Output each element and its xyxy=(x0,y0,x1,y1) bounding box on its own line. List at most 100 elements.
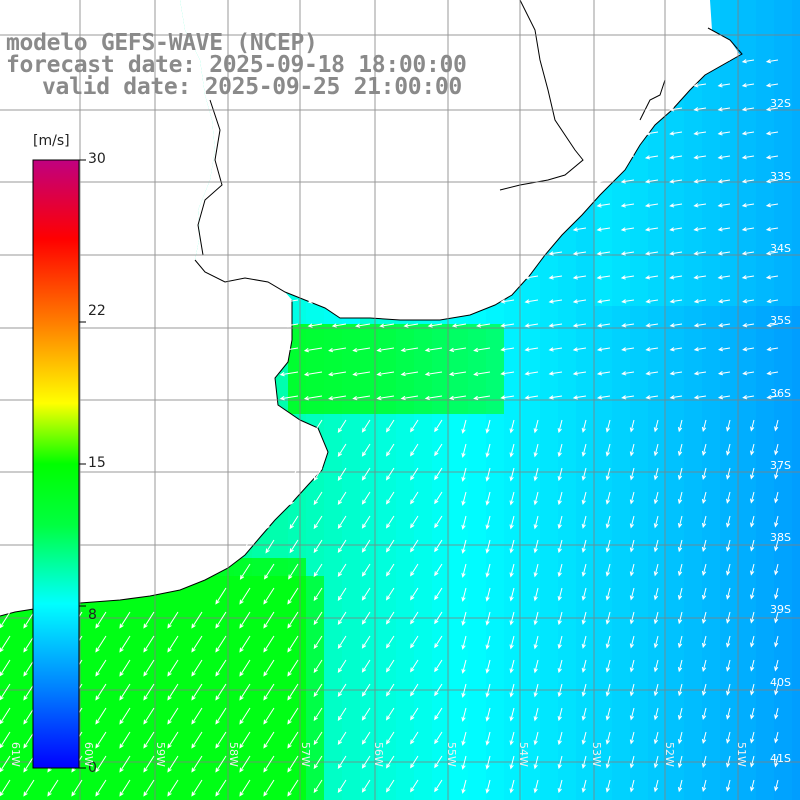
wind-arrow xyxy=(774,419,779,432)
wind-arrow xyxy=(717,251,731,256)
wind-arrow xyxy=(605,587,611,601)
wind-arrow xyxy=(750,659,755,672)
wind-arrow xyxy=(581,707,587,721)
wind-arrow xyxy=(629,539,635,553)
title-valid-date: valid date: 2025-09-25 21:00:00 xyxy=(42,74,462,100)
wind-arrow xyxy=(279,347,299,353)
wind-arrow xyxy=(596,323,611,328)
wind-arrow xyxy=(337,419,347,433)
wind-arrow xyxy=(645,347,659,352)
wind-arrow xyxy=(385,467,395,481)
wind-arrow xyxy=(303,395,323,401)
wind-arrow xyxy=(461,491,467,506)
wind-arrow xyxy=(23,779,35,797)
wind-arrow xyxy=(653,587,659,601)
wind-arrow xyxy=(533,755,539,770)
wind-arrow xyxy=(645,323,659,328)
wind-arrow xyxy=(533,443,539,458)
wind-arrow xyxy=(352,347,371,353)
wind-arrow xyxy=(485,659,491,674)
wind-arrow xyxy=(352,395,371,401)
wind-arrow xyxy=(557,635,563,650)
wind-arrow xyxy=(533,731,539,746)
wind-arrow xyxy=(95,635,107,653)
wind-arrow xyxy=(741,59,755,64)
wind-arrow xyxy=(215,659,227,677)
colorbar-tick-30: 30 xyxy=(88,151,106,167)
wind-arrow xyxy=(410,707,419,721)
wind-arrow xyxy=(410,779,419,793)
wind-arrow xyxy=(403,299,419,304)
wind-arrow xyxy=(693,203,707,208)
wind-arrow xyxy=(669,107,683,112)
wind-arrow xyxy=(742,370,755,376)
wind-arrow xyxy=(385,707,395,721)
wind-arrow xyxy=(653,443,659,457)
wind-arrow xyxy=(677,683,683,697)
wind-arrow xyxy=(677,467,683,481)
wind-arrow xyxy=(557,515,563,530)
lon-label: 55W xyxy=(445,742,458,767)
wind-arrow xyxy=(629,419,635,433)
wind-arrow xyxy=(717,322,731,328)
wind-arrow xyxy=(741,251,755,256)
wind-arrow xyxy=(717,59,731,64)
wind-arrow xyxy=(143,755,155,773)
wind-arrow xyxy=(701,659,707,673)
wind-arrow xyxy=(653,515,659,529)
colorbar-tick-22: 22 xyxy=(88,303,106,319)
wind-arrow xyxy=(500,395,515,400)
wind-arrow xyxy=(0,755,11,773)
wind-arrow xyxy=(572,227,587,232)
wind-arrow xyxy=(581,683,587,697)
wind-arrow xyxy=(629,563,635,577)
wind-arrow xyxy=(765,203,779,208)
wind-arrow xyxy=(765,227,779,232)
wind-arrow xyxy=(726,443,731,456)
wind-arrow xyxy=(557,779,563,794)
wind-arrow xyxy=(645,299,659,304)
wind-arrow xyxy=(693,395,707,400)
wind-arrow xyxy=(533,539,539,554)
wind-arrow xyxy=(653,467,659,481)
wind-arrow xyxy=(701,491,707,505)
wind-arrow xyxy=(621,371,635,376)
wind-arrow xyxy=(701,515,707,529)
wind-arrow xyxy=(669,155,683,160)
wind-arrow xyxy=(605,491,611,505)
wind-arrow xyxy=(750,515,755,528)
wind-arrow xyxy=(669,179,683,184)
colorbar-ticks xyxy=(79,159,86,769)
lat-label: 38S xyxy=(770,531,791,544)
wind-arrow xyxy=(263,611,275,629)
wind-arrow xyxy=(774,779,779,792)
wind-arrow xyxy=(410,659,419,673)
wind-arrow xyxy=(605,731,611,745)
wind-arrow xyxy=(288,563,299,580)
wind-arrow xyxy=(557,611,563,626)
wind-arrow xyxy=(629,707,635,721)
wind-arrow xyxy=(677,443,683,457)
wind-arrow xyxy=(119,755,131,773)
wind-arrow xyxy=(485,539,491,554)
wind-arrow xyxy=(410,683,419,697)
lon-label: 56W xyxy=(372,742,385,767)
wind-arrow xyxy=(434,419,443,433)
wind-arrow xyxy=(500,347,515,352)
colorbar-tick-15: 15 xyxy=(88,455,106,471)
wind-arrow xyxy=(693,107,707,112)
wind-arrow xyxy=(461,515,467,530)
wind-arrow xyxy=(677,779,683,793)
wind-arrow xyxy=(765,83,779,88)
wind-arrow xyxy=(434,755,443,769)
wind-arrow xyxy=(524,371,539,376)
wind-arrow xyxy=(677,563,683,577)
wind-arrow xyxy=(766,370,779,376)
wind-arrow xyxy=(548,299,563,304)
wind-arrow xyxy=(289,467,299,482)
wind-arrow xyxy=(361,563,371,577)
wind-arrow xyxy=(605,443,611,457)
wind-arrow xyxy=(485,683,491,698)
wind-arrow xyxy=(215,683,227,701)
lat-label: 37S xyxy=(770,459,791,472)
